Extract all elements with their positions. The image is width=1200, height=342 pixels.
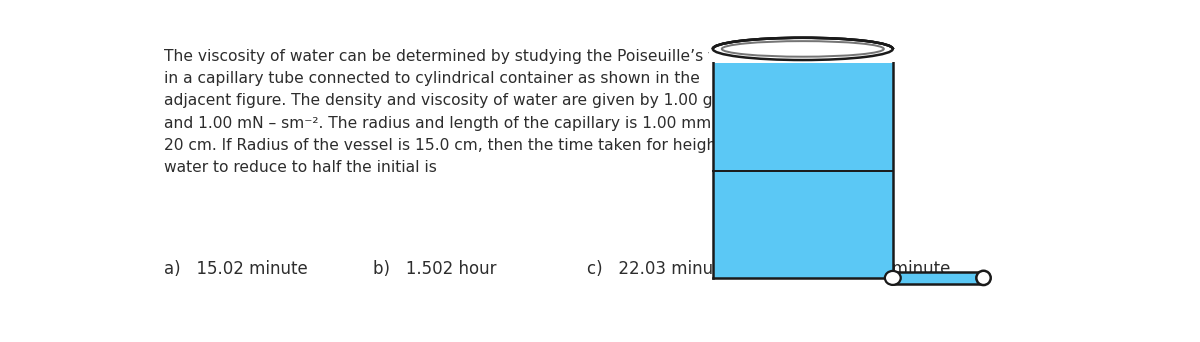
Polygon shape	[898, 272, 982, 284]
Text: d)   42. 43 minute: d) 42. 43 minute	[802, 260, 950, 278]
Ellipse shape	[884, 271, 901, 285]
Text: The viscosity of water can be determined by studying the Poiseuille’s flow
in a : The viscosity of water can be determined…	[164, 49, 745, 175]
Text: b)   1.502 hour: b) 1.502 hour	[373, 260, 497, 278]
Ellipse shape	[713, 38, 893, 60]
Text: c)   22.03 minute: c) 22.03 minute	[587, 260, 730, 278]
Polygon shape	[709, 49, 896, 62]
Text: a)   15.02 minute: a) 15.02 minute	[164, 260, 307, 278]
Polygon shape	[713, 63, 893, 278]
Ellipse shape	[977, 271, 991, 285]
Polygon shape	[713, 49, 893, 63]
